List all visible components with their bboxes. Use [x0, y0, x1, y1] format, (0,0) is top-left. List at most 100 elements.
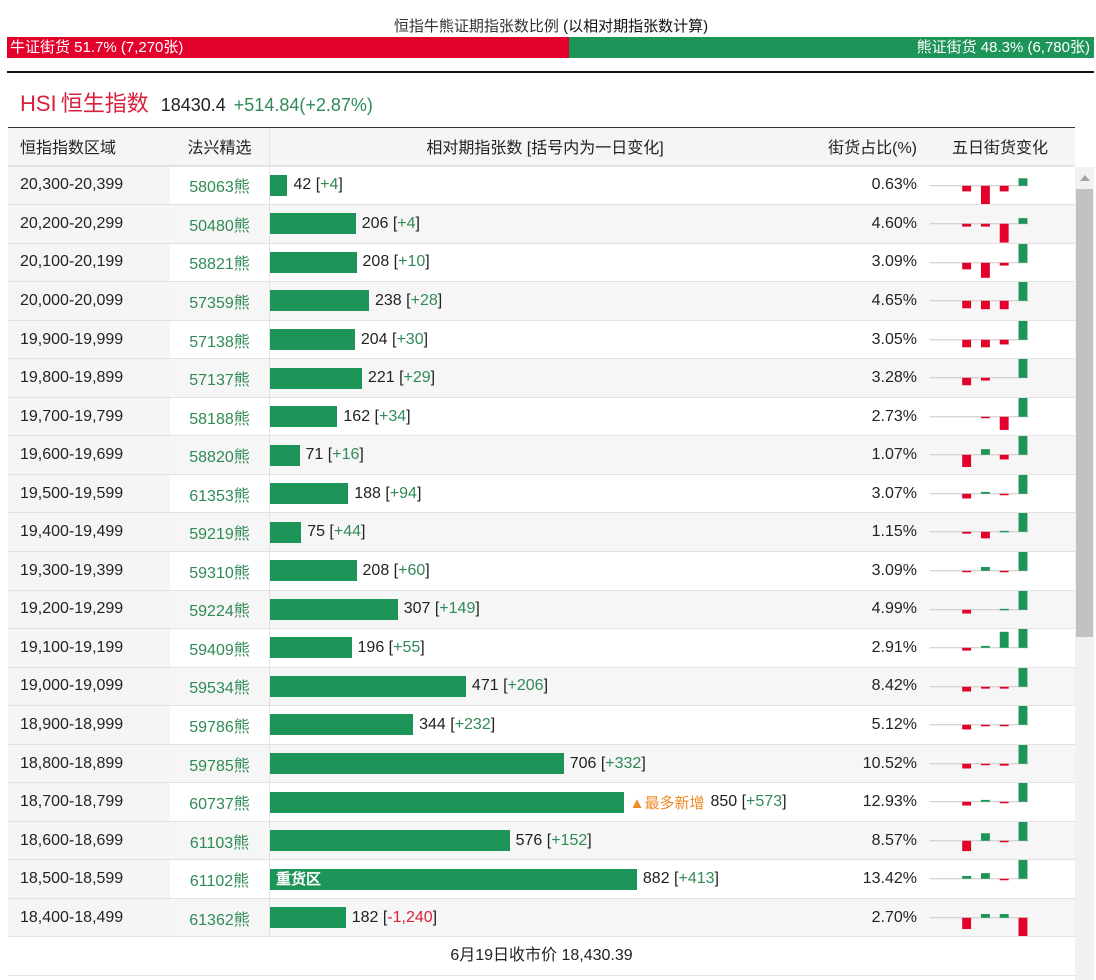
count-cell: 206 [+4]	[270, 205, 820, 243]
scrollbar[interactable]	[1075, 167, 1094, 980]
warrant-code-link[interactable]: 58188熊	[170, 397, 270, 436]
count-bar	[270, 406, 338, 428]
range-cell: 19,000-19,099	[8, 667, 170, 706]
spark-bar	[962, 876, 972, 880]
warrant-code-link[interactable]: 57137熊	[170, 359, 270, 397]
pct-cell: 10.52%	[820, 754, 925, 773]
warrant-code-link[interactable]: 50480熊	[170, 205, 270, 243]
range-cell: 20,100-20,199	[8, 243, 170, 282]
count-change: +413	[678, 870, 715, 888]
range-cell: 19,200-19,299	[8, 590, 170, 629]
warrant-code-link[interactable]: 61353熊	[170, 474, 270, 513]
spark-bar	[980, 262, 990, 278]
count-bar	[270, 329, 355, 350]
pct-cell: 13.42%	[862, 870, 917, 888]
warrant-code-link[interactable]: 58820熊	[170, 436, 270, 474]
warrant-table: 恒指指数区域 法兴精选 相对期指张数 [括号内为一日变化] 街货占比(%) 五日…	[8, 127, 1075, 977]
five-day-chart	[925, 629, 1075, 667]
warrant-code-link[interactable]: 57138熊	[170, 320, 270, 359]
warrant-code-link[interactable]: 59310熊	[170, 552, 270, 590]
count-bar	[270, 675, 466, 697]
spark-bar	[980, 223, 990, 227]
count-bar	[270, 367, 362, 389]
count-change: +60	[398, 561, 426, 579]
pct-cell: 4.60%	[820, 214, 925, 233]
table-row: 19,800-19,899 57137熊 221 [+29] 3.28%	[8, 359, 1075, 398]
count-bar	[270, 791, 624, 813]
count-bar: 重货区	[270, 868, 637, 890]
spark-bar	[999, 223, 1009, 243]
pct-cell: 2.70%	[820, 908, 925, 927]
warrant-code-link[interactable]: 61102熊	[170, 860, 270, 898]
spark-bar	[999, 631, 1009, 648]
five-day-chart	[925, 474, 1075, 513]
spark-bar	[1018, 860, 1028, 880]
spark-bar	[1018, 629, 1028, 648]
warrant-code-link[interactable]: 61103熊	[170, 821, 270, 860]
pct-cell: 3.09%	[871, 253, 917, 271]
spark-bar	[962, 917, 972, 929]
spark-bar	[1018, 821, 1028, 841]
warrant-code-link[interactable]: 61362熊	[170, 898, 270, 937]
spark-bar	[999, 416, 1009, 430]
count-value: 307 [+149]	[403, 600, 480, 618]
count-value: 208 [+10]	[362, 253, 430, 271]
five-day-chart	[925, 706, 1075, 744]
five-day-chart	[925, 821, 1075, 860]
scrollbar-thumb[interactable]	[1076, 189, 1093, 637]
count-cell: 208 [+60]	[270, 552, 820, 590]
pct-cell: 2.73%	[871, 407, 917, 425]
table-row: 19,100-19,199 59409熊 196 [+55] 2.91%	[8, 629, 1075, 668]
count-value: 182 [-1,240]	[351, 908, 438, 926]
index-change: +514.84(+2.87%)	[233, 95, 373, 115]
count-change: +4	[397, 214, 416, 232]
spark-bar	[999, 531, 1009, 533]
warrant-code-link[interactable]: 57359熊	[170, 282, 270, 320]
count-bar	[270, 714, 414, 736]
warrant-code-link[interactable]: 59409熊	[170, 629, 270, 667]
spark-bar	[1018, 744, 1028, 764]
pct-cell: 3.05%	[871, 330, 917, 348]
count-value: 204 [+30]	[360, 330, 429, 348]
warrant-code-link[interactable]: 58063熊	[170, 166, 270, 205]
warrant-code-link[interactable]: 60737熊	[170, 783, 270, 821]
pct-cell: 8.42%	[820, 677, 925, 696]
range-cell: 18,500-18,599	[8, 860, 170, 898]
five-day-chart	[925, 397, 1075, 436]
pct-cell: 0.63%	[871, 176, 917, 194]
count-value: 71 [+16]	[305, 446, 364, 464]
spark-bar	[1018, 552, 1028, 571]
count-value: 188 [+94]	[354, 484, 422, 502]
warrant-code-link[interactable]: 59534熊	[170, 667, 270, 706]
count-cell: 208 [+10]	[270, 244, 820, 282]
count-value: 208 [+60]	[362, 561, 430, 579]
count-cell: 221 [+29]	[270, 359, 820, 397]
warrant-code-link[interactable]: 59786熊	[170, 706, 270, 744]
count-cell: 238 [+28]	[270, 282, 820, 320]
count-value: 75 [+44]	[307, 523, 366, 541]
spark-bar	[999, 493, 1009, 496]
count-cell: 204 [+30]	[270, 321, 820, 359]
spark-bar	[1018, 177, 1028, 186]
warrant-code-link[interactable]: 59219熊	[170, 513, 270, 552]
warrant-code-link[interactable]: 58821熊	[170, 243, 270, 282]
count-value: 850 [+573]	[710, 793, 787, 811]
table-row: 19,600-19,699 58820熊 71 [+16] 1.07%	[8, 436, 1075, 475]
count-bar	[270, 213, 356, 235]
spark-bar	[1018, 667, 1028, 687]
count-cell: 75 [+44]	[270, 513, 820, 552]
spark-bar	[1018, 359, 1028, 379]
warrant-code-link[interactable]: 59785熊	[170, 744, 270, 783]
scroll-up-icon[interactable]	[1080, 175, 1090, 181]
bear-segment: 熊证街货 48.3% (6,780张)	[568, 37, 1094, 58]
spark-bar	[980, 763, 990, 766]
spark-bar	[962, 763, 972, 769]
count-bar	[270, 560, 357, 582]
warrant-code-link[interactable]: 59224熊	[170, 590, 270, 629]
spark-bar	[980, 449, 990, 456]
title-main: 恒指牛熊证期指张数比例	[393, 18, 559, 35]
count-value: 576 [+152]	[515, 831, 592, 849]
spark-bar	[980, 300, 990, 310]
five-day-chart	[925, 243, 1075, 282]
five-day-chart	[925, 513, 1075, 552]
